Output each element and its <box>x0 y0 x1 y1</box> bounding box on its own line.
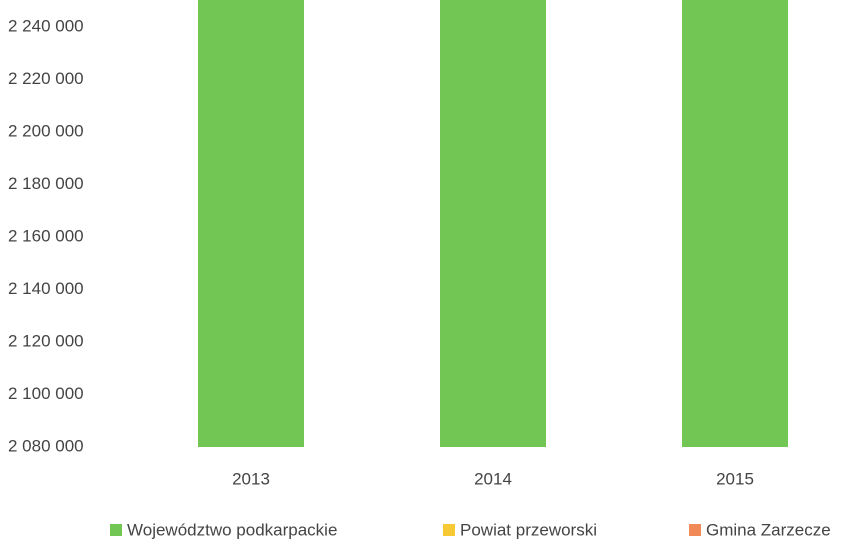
legend-marker <box>443 524 455 536</box>
legend-marker <box>689 524 701 536</box>
legend-label: Gmina Zarzecze <box>706 520 831 539</box>
y-tick-label: 2 200 000 <box>8 121 84 140</box>
bar-segment <box>682 0 788 447</box>
y-tick-label: 2 100 000 <box>8 384 84 403</box>
y-tick-label: 2 140 000 <box>8 279 84 298</box>
y-tick-label: 2 220 000 <box>8 69 84 88</box>
x-tick-label: 2015 <box>716 469 754 488</box>
legend-label: Województwo podkarpackie <box>127 520 337 539</box>
y-tick-label: 2 120 000 <box>8 331 84 350</box>
y-tick-label: 2 160 000 <box>8 226 84 245</box>
y-tick-label: 2 080 000 <box>8 436 84 455</box>
y-tick-label: 2 240 000 <box>8 16 84 35</box>
legend-label: Powiat przeworski <box>460 520 597 539</box>
bar-segment <box>440 0 546 447</box>
x-tick-label: 2014 <box>474 469 512 488</box>
bar-segment <box>198 0 304 447</box>
x-tick-label: 2013 <box>232 469 270 488</box>
y-tick-label: 2 180 000 <box>8 174 84 193</box>
legend-marker <box>110 524 122 536</box>
